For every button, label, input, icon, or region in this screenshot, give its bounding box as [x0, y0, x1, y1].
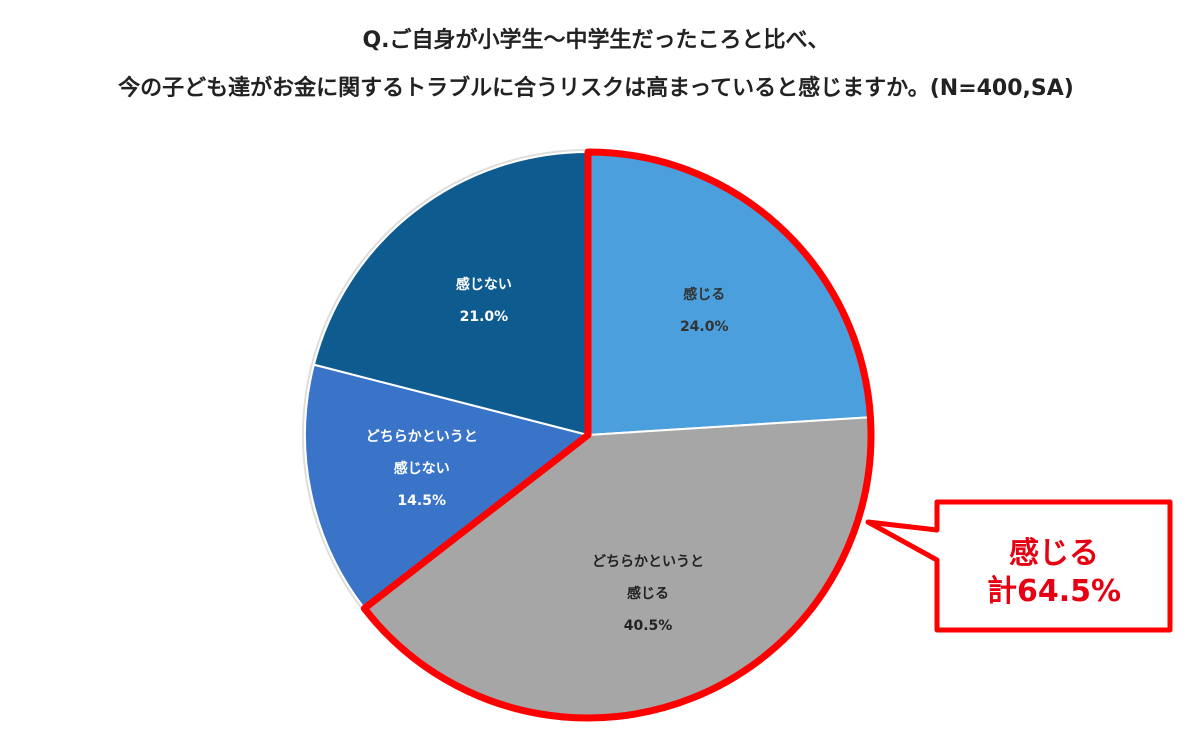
pie-slice — [304, 363, 591, 610]
value-label: 21.0% — [459, 308, 509, 325]
title-line: Q.ご自身が小学生〜中学生だったころと比べ、 — [362, 28, 830, 53]
callout-box — [865, 499, 1173, 633]
annotation-line: 計64.5% — [986, 574, 1122, 609]
category-label: 感じる — [683, 287, 726, 304]
value-label: 24.0% — [679, 319, 729, 336]
annotation-line: 感じる — [1009, 536, 1099, 571]
pie-slice — [312, 150, 589, 437]
category-label: どちらかというと感じる — [592, 553, 705, 602]
category-label: 感じない — [455, 276, 512, 293]
category-label: どちらかというと感じない — [365, 429, 478, 478]
value-label: 40.5% — [623, 617, 673, 634]
highlight-outline — [360, 148, 875, 722]
value-label: 14.5% — [397, 493, 446, 510]
title-line: 今の子ども達がお金に関するトラブルに合うリスクは高まっていると感じますか。(N=… — [118, 76, 1074, 101]
